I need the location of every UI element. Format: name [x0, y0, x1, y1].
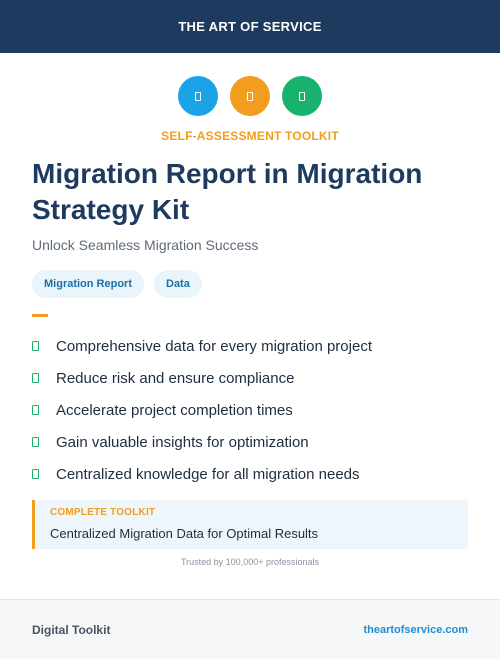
orange-circle-icon: [230, 76, 270, 116]
tag-list: Migration Report Data: [32, 270, 202, 298]
feature-text: Accelerate project completion times: [56, 401, 293, 419]
document-icon: [195, 91, 201, 101]
blue-circle-icon: [178, 76, 218, 116]
document-icon: [299, 91, 305, 101]
callout-text: Centralized Migration Data for Optimal R…: [50, 526, 319, 541]
check-icon: [32, 469, 39, 479]
check-icon: [32, 405, 39, 415]
list-item: Gain valuable insights for optimization: [32, 426, 472, 458]
icon-row: [0, 76, 500, 116]
list-item: Reduce risk and ensure compliance: [32, 362, 472, 394]
list-item: Centralized knowledge for all migration …: [32, 458, 472, 490]
subtitle: Unlock Seamless Migration Success: [32, 237, 259, 253]
callout-box: COMPLETE TOOLKIT Centralized Migration D…: [32, 500, 468, 549]
website-link[interactable]: theartofservice.com: [363, 623, 468, 636]
feature-list: Comprehensive data for every migration p…: [32, 330, 472, 490]
footer-label: Digital Toolkit: [32, 622, 111, 637]
callout-label: COMPLETE TOOLKIT: [50, 507, 156, 518]
tag-data[interactable]: Data: [154, 270, 202, 298]
feature-text: Comprehensive data for every migration p…: [56, 337, 372, 355]
check-icon: [32, 437, 39, 447]
feature-text: Reduce risk and ensure compliance: [56, 369, 295, 387]
green-circle-icon: [282, 76, 322, 116]
tag-migration-report[interactable]: Migration Report: [32, 270, 144, 298]
list-item: Accelerate project completion times: [32, 394, 472, 426]
page-title: Migration Report in Migration Strategy K…: [32, 158, 423, 225]
check-icon: [32, 341, 39, 351]
check-icon: [32, 373, 39, 383]
list-item: Comprehensive data for every migration p…: [32, 330, 472, 362]
document-icon: [247, 91, 253, 101]
brand-name: THE ART OF SERVICE: [178, 19, 322, 34]
accent-divider: [32, 314, 48, 317]
eyebrow-label: SELF-ASSESSMENT TOOLKIT: [161, 129, 339, 143]
trust-note: Trusted by 100,000+ professionals: [180, 557, 319, 567]
feature-text: Centralized knowledge for all migration …: [56, 465, 360, 483]
footer: Digital Toolkit theartofservice.com: [0, 599, 500, 659]
top-banner: THE ART OF SERVICE: [0, 0, 500, 53]
feature-text: Gain valuable insights for optimization: [56, 433, 309, 451]
